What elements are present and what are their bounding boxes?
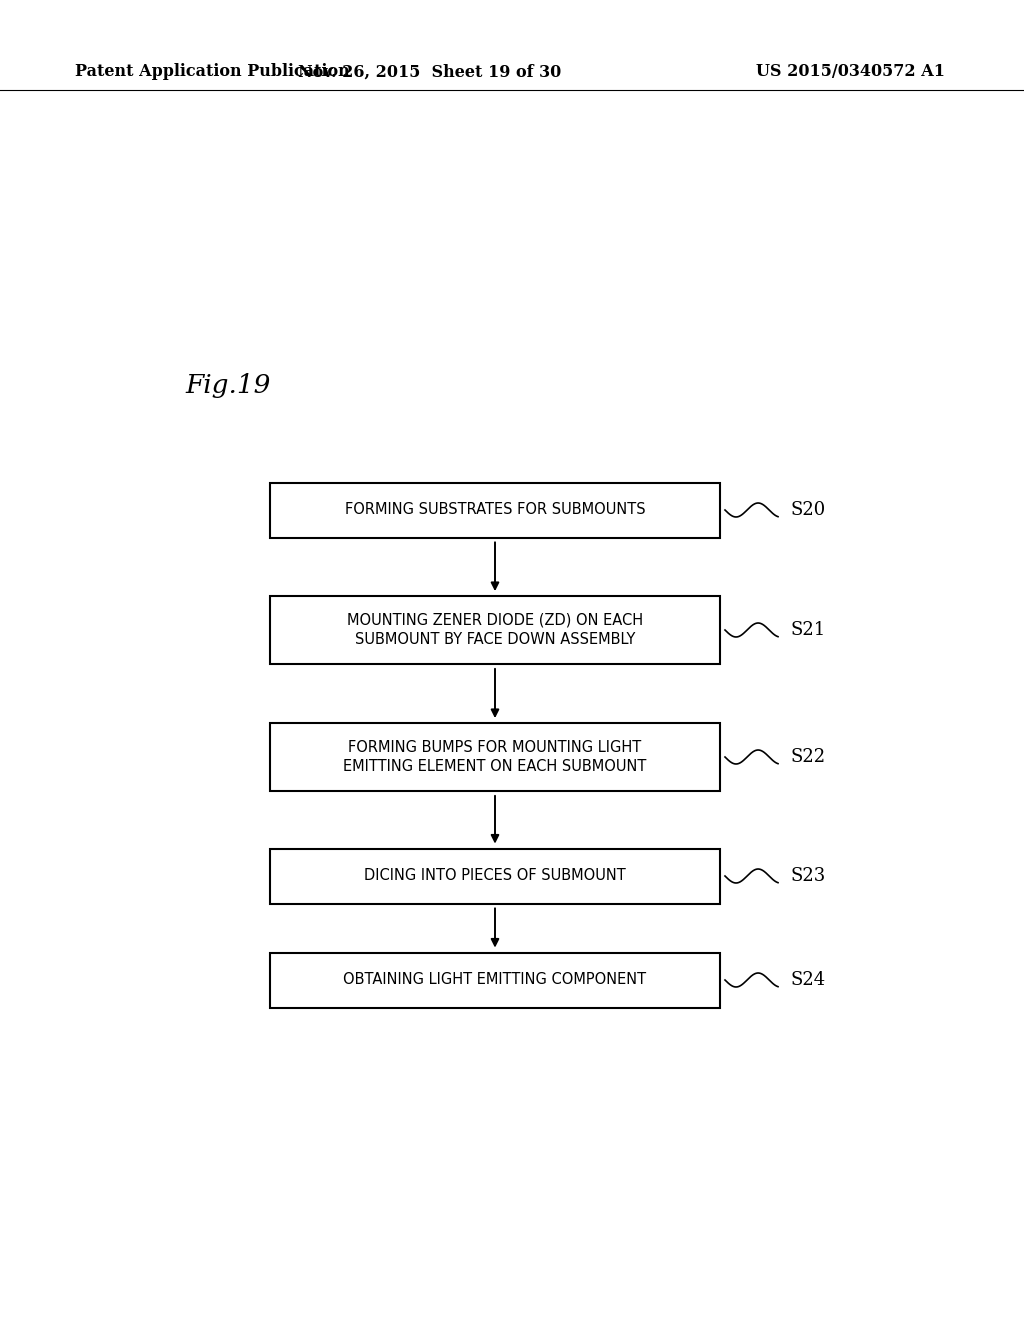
Text: MOUNTING ZENER DIODE (ZD) ON EACH
SUBMOUNT BY FACE DOWN ASSEMBLY: MOUNTING ZENER DIODE (ZD) ON EACH SUBMOU… (347, 612, 643, 647)
Text: Nov. 26, 2015  Sheet 19 of 30: Nov. 26, 2015 Sheet 19 of 30 (298, 63, 561, 81)
Text: US 2015/0340572 A1: US 2015/0340572 A1 (756, 63, 944, 81)
Bar (270, 953, 720, 1007)
Text: S21: S21 (790, 620, 825, 639)
Text: S24: S24 (790, 972, 825, 989)
Text: DICING INTO PIECES OF SUBMOUNT: DICING INTO PIECES OF SUBMOUNT (365, 869, 626, 883)
Text: FORMING BUMPS FOR MOUNTING LIGHT
EMITTING ELEMENT ON EACH SUBMOUNT: FORMING BUMPS FOR MOUNTING LIGHT EMITTIN… (343, 739, 647, 775)
Text: Patent Application Publication: Patent Application Publication (75, 63, 350, 81)
Text: OBTAINING LIGHT EMITTING COMPONENT: OBTAINING LIGHT EMITTING COMPONENT (343, 973, 646, 987)
Text: S20: S20 (790, 502, 825, 519)
Bar (270, 483, 720, 537)
Bar (270, 849, 720, 903)
Bar (270, 597, 720, 664)
Bar (270, 723, 720, 791)
Text: FORMING SUBSTRATES FOR SUBMOUNTS: FORMING SUBSTRATES FOR SUBMOUNTS (345, 503, 645, 517)
Text: S23: S23 (790, 867, 825, 884)
Text: Fig.19: Fig.19 (185, 372, 270, 397)
Text: S22: S22 (790, 748, 825, 766)
